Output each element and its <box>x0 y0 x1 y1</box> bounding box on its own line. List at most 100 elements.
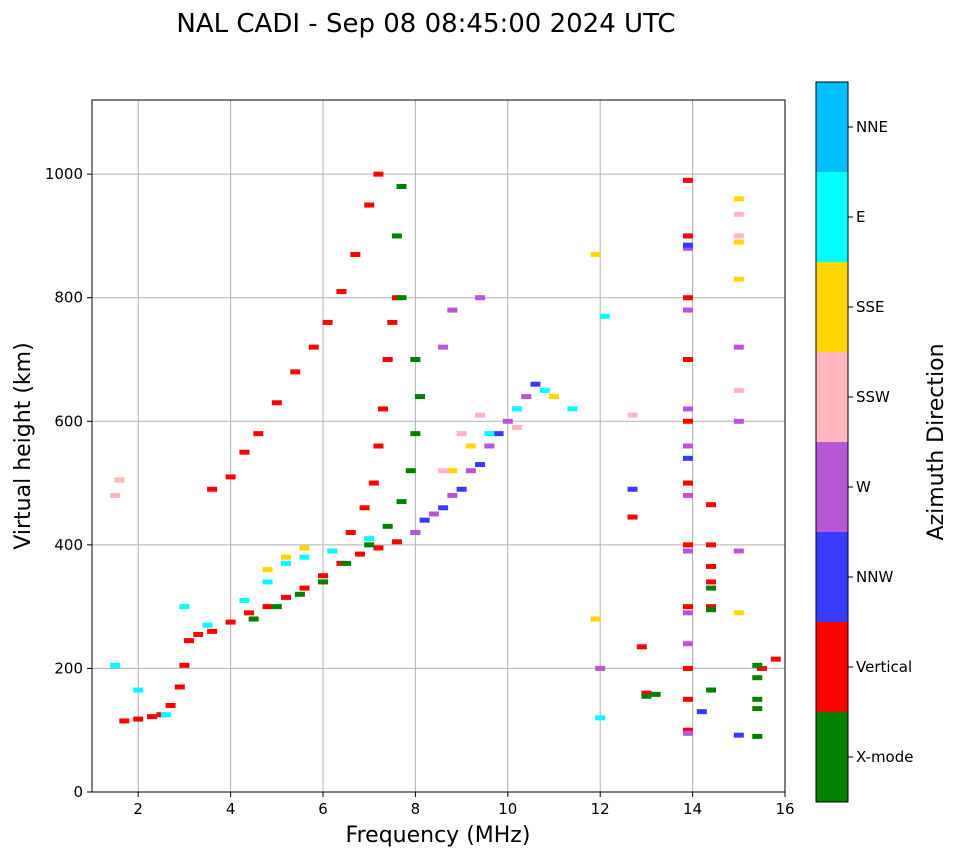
grid-lines <box>92 100 786 793</box>
data-point <box>682 542 693 548</box>
data-point <box>396 295 407 301</box>
x-tick-label: 12 <box>591 800 610 818</box>
series-e <box>110 313 610 721</box>
data-point <box>706 542 717 548</box>
data-point <box>428 511 439 517</box>
data-point <box>733 233 744 239</box>
data-point <box>299 585 310 591</box>
series-nnw <box>419 381 541 523</box>
data-point <box>262 604 273 610</box>
data-point <box>193 631 204 637</box>
data-point <box>650 691 661 697</box>
y-tick-label: 800 <box>54 289 83 307</box>
data-point <box>405 468 416 474</box>
x-tick-label: 16 <box>775 800 794 818</box>
colorbar-segment <box>816 172 848 262</box>
data-point <box>539 387 550 393</box>
data-point <box>682 548 693 554</box>
data-point <box>733 610 744 616</box>
data-point <box>165 703 176 708</box>
data-point <box>438 468 449 474</box>
data-point <box>706 687 717 693</box>
data-point <box>184 638 195 644</box>
data-point <box>299 545 310 551</box>
data-point <box>419 517 430 523</box>
data-point <box>387 319 398 325</box>
colorbar-segment <box>816 82 848 172</box>
data-point <box>475 295 486 301</box>
series-vertical <box>345 295 402 535</box>
y-tick-label: 600 <box>54 412 83 430</box>
data-point <box>294 591 305 597</box>
data-point <box>318 573 328 579</box>
data-point <box>682 604 693 610</box>
data-point <box>239 449 250 455</box>
data-point <box>682 357 693 362</box>
data-point <box>696 709 707 715</box>
data-point <box>530 381 541 387</box>
data-point <box>549 394 559 400</box>
data-point <box>350 251 361 257</box>
data-point <box>682 443 693 449</box>
colorbar-tick-label: E <box>856 208 865 226</box>
data-point <box>502 418 513 424</box>
data-point <box>682 177 693 183</box>
data-point <box>225 619 236 625</box>
colorbar: X-mode Vertical NNW W SSW SSE E NNE <box>815 81 913 803</box>
data-point <box>447 307 458 313</box>
data-point <box>179 604 190 610</box>
data-point <box>373 443 384 449</box>
data-point <box>359 505 370 511</box>
data-point <box>438 344 449 350</box>
data-point <box>733 387 744 393</box>
data-point <box>682 665 693 671</box>
series-vertical <box>207 171 384 492</box>
y-tick-label: 400 <box>54 536 83 554</box>
colorbar-tick-label: Vertical <box>856 658 912 676</box>
data-point <box>110 492 121 498</box>
data-point <box>599 313 610 319</box>
data-point <box>752 662 763 668</box>
colorbar-tick-label: SSE <box>856 298 885 316</box>
data-point <box>682 233 693 239</box>
axis-ticks: 2 4 6 8 10 12 14 16 0 200 400 600 800 1000 <box>45 165 795 818</box>
x-tick-label: 8 <box>411 800 421 818</box>
data-point <box>733 732 744 738</box>
colorbar-segment <box>816 532 848 622</box>
colorbar-tick-label: NNE <box>856 118 888 136</box>
colorbar-tick-label: X-mode <box>856 748 913 766</box>
data-point <box>636 644 647 650</box>
data-point <box>733 211 744 217</box>
series-x-mode <box>641 585 763 739</box>
chart-title: NAL CADI - Sep 08 08:45:00 2024 UTC <box>176 9 675 39</box>
data-point <box>327 548 338 554</box>
data-point <box>595 715 606 721</box>
data-point <box>733 276 744 282</box>
x-tick-label: 6 <box>318 800 328 818</box>
data-point <box>465 443 476 449</box>
data-point <box>378 406 389 412</box>
data-point <box>281 594 292 600</box>
colorbar-tick-label: W <box>856 478 871 496</box>
colorbar-segment <box>816 352 848 442</box>
data-point <box>493 431 504 437</box>
data-point <box>682 418 693 424</box>
data-point <box>290 369 301 375</box>
data-point <box>299 554 310 560</box>
data-point <box>133 716 144 722</box>
data-point <box>179 662 190 668</box>
data-point <box>396 499 407 505</box>
data-point <box>345 530 356 535</box>
data-point <box>590 616 601 622</box>
data-point <box>475 462 486 468</box>
series-sse <box>262 196 744 622</box>
data-point <box>438 505 449 511</box>
data-point <box>512 424 523 430</box>
data-point <box>770 656 781 662</box>
data-point <box>682 406 693 412</box>
data-point <box>415 394 426 400</box>
data-point <box>706 607 717 613</box>
data-point <box>752 696 763 702</box>
data-point <box>682 727 693 733</box>
data-point <box>160 712 171 718</box>
